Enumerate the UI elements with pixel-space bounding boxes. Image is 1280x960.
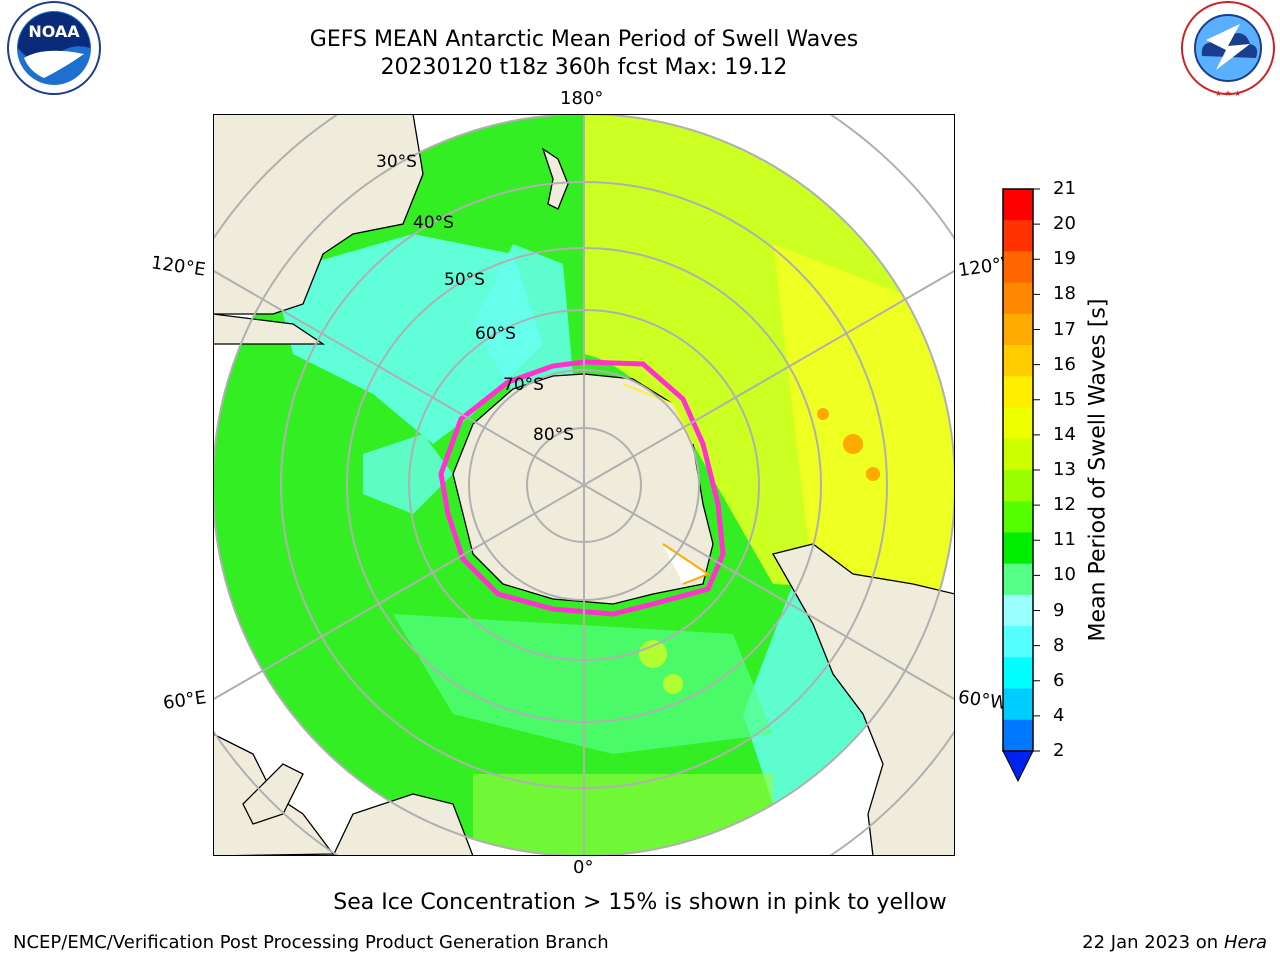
- lon-label-180: 180°: [560, 88, 604, 109]
- lat-label-40s: 40°S: [413, 213, 454, 233]
- colorbar-segment: [1003, 282, 1033, 315]
- svg-text:★ ★ ★: ★ ★ ★: [1215, 89, 1242, 98]
- colorbar-segment: [1003, 438, 1033, 471]
- colorbar-tick-label: 19: [1053, 248, 1076, 270]
- lat-label-50s: 50°S: [444, 270, 485, 290]
- colorbar: [1002, 188, 1040, 783]
- colorbar-segment: [1003, 626, 1033, 658]
- colorbar-extend-arrow: [1002, 750, 1034, 783]
- colorbar-tick-label: 2: [1053, 740, 1065, 761]
- colorbar-segment: [1003, 220, 1033, 252]
- colorbar-tick-label: 12: [1053, 494, 1076, 516]
- sea-ice-note: Sea Ice Concentration > 15% is shown in …: [333, 890, 947, 915]
- footer-date: 22 Jan 2023 on Hera: [1082, 932, 1267, 953]
- colorbar-segment: [1003, 594, 1033, 627]
- colorbar-segment: [1003, 189, 1033, 221]
- colorbar-segment: [1003, 501, 1033, 533]
- lon-label-60e: 60°E: [161, 687, 208, 714]
- lat-label-80s: 80°S: [533, 425, 574, 445]
- noaa-logo-text: NOAA: [28, 22, 80, 41]
- colorbar-segment: [1003, 532, 1033, 565]
- continents: [213, 114, 955, 856]
- lon-label-120e: 120°E: [149, 252, 207, 281]
- graticule: [213, 114, 955, 856]
- colorbar-tick-label: 10: [1053, 564, 1076, 586]
- noaa-logo: NOAA: [7, 1, 101, 95]
- colorbar-segment: [1003, 470, 1033, 502]
- lat-label-70s: 70°S: [503, 375, 544, 395]
- polar-map: [213, 114, 955, 856]
- colorbar-tick-label: 14: [1053, 423, 1076, 445]
- nws-logo: ★ ★ ★: [1181, 1, 1275, 98]
- colorbar-segment: [1003, 563, 1033, 596]
- colorbar-tick-label: 9: [1053, 599, 1065, 621]
- map-title: GEFS MEAN Antarctic Mean Period of Swell…: [309, 27, 859, 52]
- colorbar-tick-label: 6: [1053, 669, 1065, 691]
- colorbar-tick-label: 15: [1053, 388, 1076, 410]
- colorbar-tick-label: 17: [1053, 318, 1076, 340]
- colorbar-label: Mean Period of Swell Waves [s]: [1085, 298, 1111, 642]
- colorbar-segment: [1003, 345, 1033, 377]
- colorbar-segment: [1003, 376, 1033, 409]
- footer-date-text: 22 Jan 2023 on: [1082, 932, 1224, 953]
- colorbar-tick-label: 18: [1053, 283, 1076, 305]
- colorbar-tick-label: 4: [1053, 704, 1065, 726]
- colorbar-tick-label: 13: [1053, 459, 1076, 480]
- lat-label-30s: 30°S: [376, 152, 417, 172]
- colorbar-tick-label: 16: [1053, 353, 1076, 375]
- colorbar-segment: [1003, 407, 1033, 440]
- colorbar-segment: [1003, 688, 1033, 721]
- colorbar-tick-label: 11: [1053, 529, 1076, 551]
- forecast-subtitle: 20230120 t18z 360h fcst Max: 19.12: [380, 55, 788, 80]
- colorbar-tick-label: 8: [1053, 634, 1065, 656]
- lon-label-0: 0°: [573, 857, 594, 878]
- colorbar-tick-label: 21: [1053, 178, 1076, 199]
- colorbar-segment: [1003, 719, 1033, 752]
- colorbar-segment: [1003, 657, 1033, 690]
- lat-label-60s: 60°S: [475, 324, 516, 344]
- footer-credit: NCEP/EMC/Verification Post Processing Pr…: [13, 932, 609, 953]
- footer-host: Hera: [1223, 932, 1267, 953]
- colorbar-tick-label: 20: [1053, 213, 1076, 235]
- colorbar-segment: [1003, 313, 1033, 346]
- colorbar-segment: [1003, 251, 1033, 284]
